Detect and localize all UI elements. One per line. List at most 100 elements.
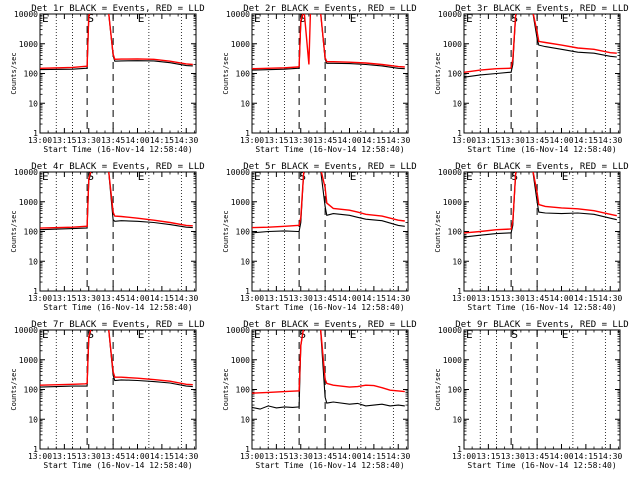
panel-title: Det 7r BLACK = Events, RED = LLD (31, 320, 204, 330)
y-tick-label: 1 (457, 287, 462, 296)
edge-marker: E (254, 12, 261, 25)
y-tick-label: 1000 (19, 40, 38, 49)
y-tick-label: 1 (457, 445, 462, 454)
y-tick-label: 10 (28, 415, 38, 424)
end-marker: E (350, 170, 357, 183)
x-tick-label: 14:15 (150, 294, 174, 303)
end-marker: E (350, 12, 357, 25)
y-axis-label: Counts/sec (222, 210, 230, 252)
x-tick-label: 13:30 (77, 136, 101, 145)
plot-frame (463, 329, 621, 450)
y-tick-label: 1 (245, 287, 250, 296)
start-marker: S (299, 170, 306, 183)
events-series-line (40, 172, 193, 231)
x-tick-label: 14:30 (598, 294, 622, 303)
x-tick-label: 13:15 (476, 452, 500, 461)
x-axis-label: Start Time (16-Nov-14 12:58:40) (467, 145, 616, 154)
y-tick-label: 10000 (226, 326, 250, 335)
lld-series-line (252, 172, 405, 229)
y-tick-label: 1 (33, 129, 38, 138)
x-tick-label: 13:00 (28, 294, 52, 303)
events-series-line (252, 330, 405, 410)
y-tick-label: 100 (448, 386, 463, 395)
lld-series-line (40, 330, 193, 386)
y-tick-label: 100 (236, 70, 251, 79)
y-tick-label: 10 (452, 257, 462, 266)
x-tick-label: 14:00 (125, 294, 149, 303)
y-tick-label: 10000 (14, 10, 38, 19)
x-tick-label: 14:30 (174, 294, 198, 303)
panel-title: Det 3r BLACK = Events, RED = LLD (455, 4, 628, 14)
x-tick-label: 13:30 (501, 136, 525, 145)
start-marker: S (87, 12, 94, 25)
lld-series-line (464, 14, 617, 73)
edge-marker: E (254, 328, 261, 341)
x-axis-label: Start Time (16-Nov-14 12:58:40) (43, 461, 192, 470)
x-tick-label: 13:45 (101, 294, 125, 303)
x-tick-label: 14:30 (598, 452, 622, 461)
edge-marker: E (466, 170, 473, 183)
x-tick-label: 13:30 (289, 136, 313, 145)
x-tick-label: 13:45 (101, 136, 125, 145)
y-tick-label: 100 (24, 228, 39, 237)
y-tick-label: 100 (236, 386, 251, 395)
events-series-line (464, 172, 617, 238)
x-tick-label: 14:15 (574, 452, 598, 461)
y-axis-label: Counts/sec (10, 52, 18, 94)
y-tick-label: 10 (28, 99, 38, 108)
y-tick-label: 10 (240, 257, 250, 266)
plot-frame (251, 13, 409, 134)
plot-frame (463, 13, 621, 134)
start-marker: S (87, 170, 94, 183)
x-tick-label: 14:15 (574, 294, 598, 303)
events-series-line (464, 14, 617, 78)
start-marker: S (511, 170, 518, 183)
events-series-line (252, 172, 405, 234)
edge-marker: E (42, 328, 49, 341)
x-tick-label: 13:15 (52, 452, 76, 461)
y-tick-label: 1000 (443, 40, 462, 49)
edge-marker: E (42, 12, 49, 25)
y-axis-label: Counts/sec (222, 52, 230, 94)
y-axis-label: Counts/sec (434, 210, 442, 252)
x-tick-label: 13:45 (525, 452, 549, 461)
x-axis-label: Start Time (16-Nov-14 12:58:40) (43, 145, 192, 154)
panel-title: Det 9r BLACK = Events, RED = LLD (455, 320, 628, 330)
panel-title: Det 4r BLACK = Events, RED = LLD (31, 162, 204, 172)
x-tick-label: 13:00 (28, 452, 52, 461)
y-tick-label: 100 (24, 70, 39, 79)
x-tick-label: 13:15 (476, 294, 500, 303)
x-tick-label: 13:30 (501, 452, 525, 461)
panel-title: Det 5r BLACK = Events, RED = LLD (243, 162, 416, 172)
x-tick-label: 14:30 (174, 452, 198, 461)
x-axis-label: Start Time (16-Nov-14 12:58:40) (255, 461, 404, 470)
x-tick-label: 14:00 (125, 452, 149, 461)
end-marker: E (138, 170, 145, 183)
x-axis-label: Start Time (16-Nov-14 12:58:40) (255, 303, 404, 312)
y-tick-label: 10 (28, 257, 38, 266)
y-tick-label: 1000 (443, 198, 462, 207)
plot-frame (39, 171, 197, 292)
x-tick-label: 13:15 (264, 452, 288, 461)
y-axis-label: Counts/sec (10, 210, 18, 252)
x-tick-label: 14:30 (598, 136, 622, 145)
y-tick-label: 100 (236, 228, 251, 237)
end-marker: E (350, 328, 357, 341)
x-tick-label: 14:00 (337, 136, 361, 145)
x-tick-label: 13:00 (240, 136, 264, 145)
panel-title: Det 8r BLACK = Events, RED = LLD (243, 320, 416, 330)
end-marker: E (562, 12, 569, 25)
x-tick-label: 13:15 (52, 294, 76, 303)
x-tick-label: 13:30 (289, 294, 313, 303)
y-tick-label: 10000 (14, 168, 38, 177)
x-axis-label: Start Time (16-Nov-14 12:58:40) (43, 303, 192, 312)
y-tick-label: 10 (240, 415, 250, 424)
x-tick-label: 14:00 (549, 452, 573, 461)
edge-marker: E (254, 170, 261, 183)
